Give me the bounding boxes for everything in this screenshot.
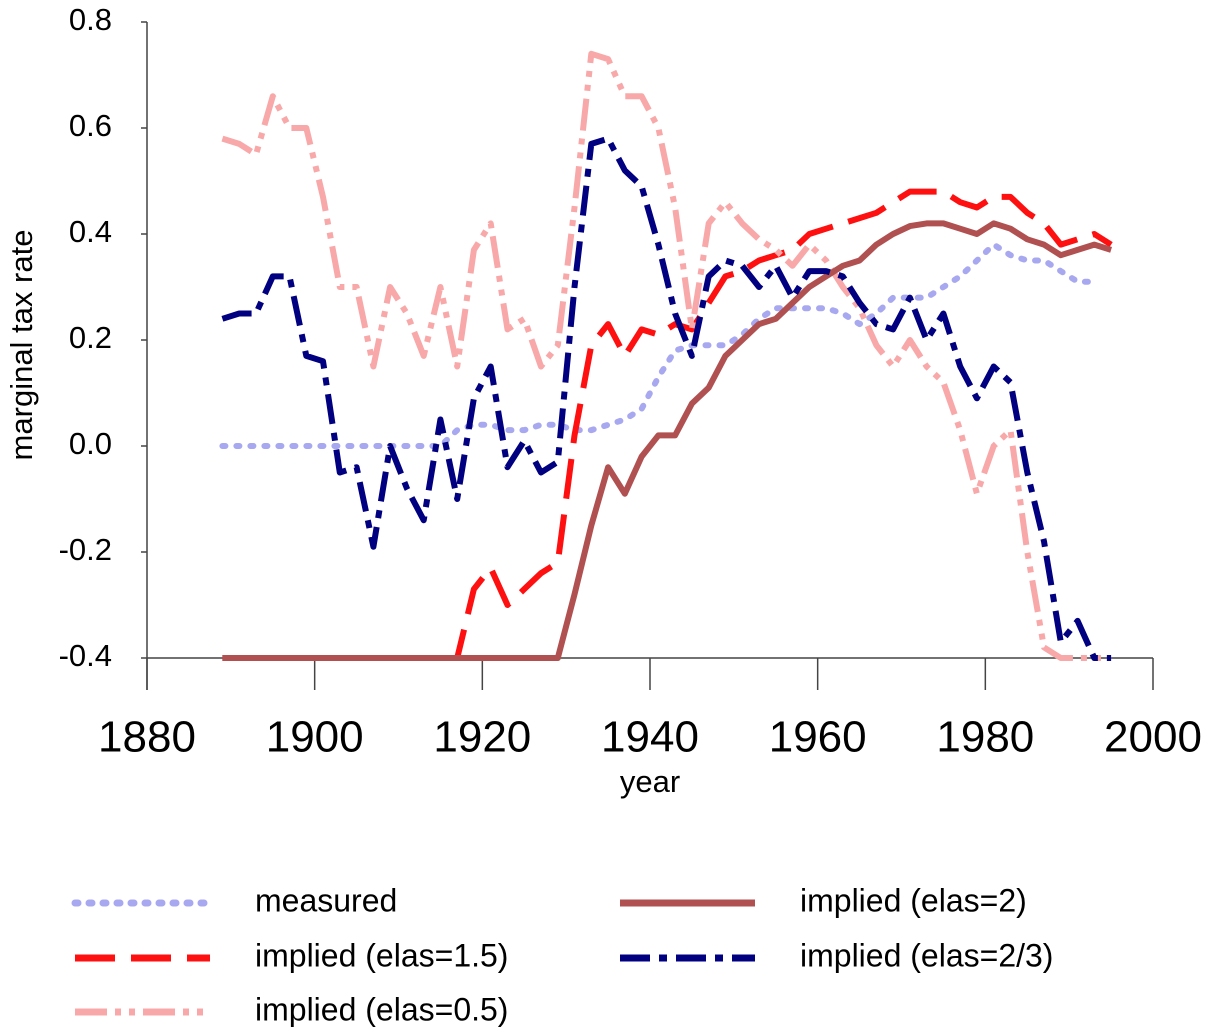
x-tick-label: 1920 (433, 713, 531, 762)
y-tick-label: 0.4 (69, 214, 112, 249)
x-tick-label: 2000 (1104, 713, 1202, 762)
legend-label: measured (255, 882, 397, 918)
y-tick-label: 0.6 (69, 108, 112, 143)
x-axis-label: year (620, 764, 680, 799)
legend-label: implied (elas=2/3) (800, 937, 1053, 973)
series-line (221, 50, 1112, 661)
y-tick-label: 0.0 (69, 426, 112, 461)
y-tick-label: -0.2 (59, 532, 112, 567)
series-line (222, 220, 1113, 661)
x-tick-label: 1960 (769, 713, 867, 762)
legend-label: implied (elas=0.5) (255, 991, 508, 1027)
x-tick-label: 1880 (98, 713, 196, 762)
series-line (221, 135, 1112, 661)
series-line (219, 241, 1098, 449)
y-tick-label: -0.4 (59, 638, 112, 673)
x-tick-label: 1980 (936, 713, 1034, 762)
legend-label: implied (elas=2) (800, 882, 1027, 918)
x-tick-label: 1900 (266, 713, 364, 762)
y-tick-label: 0.2 (69, 320, 112, 355)
legend-label: implied (elas=1.5) (255, 937, 508, 973)
y-tick-label: 0.8 (69, 2, 112, 37)
y-axis-label: marginal tax rate (4, 230, 39, 461)
x-tick-label: 1940 (601, 713, 699, 762)
